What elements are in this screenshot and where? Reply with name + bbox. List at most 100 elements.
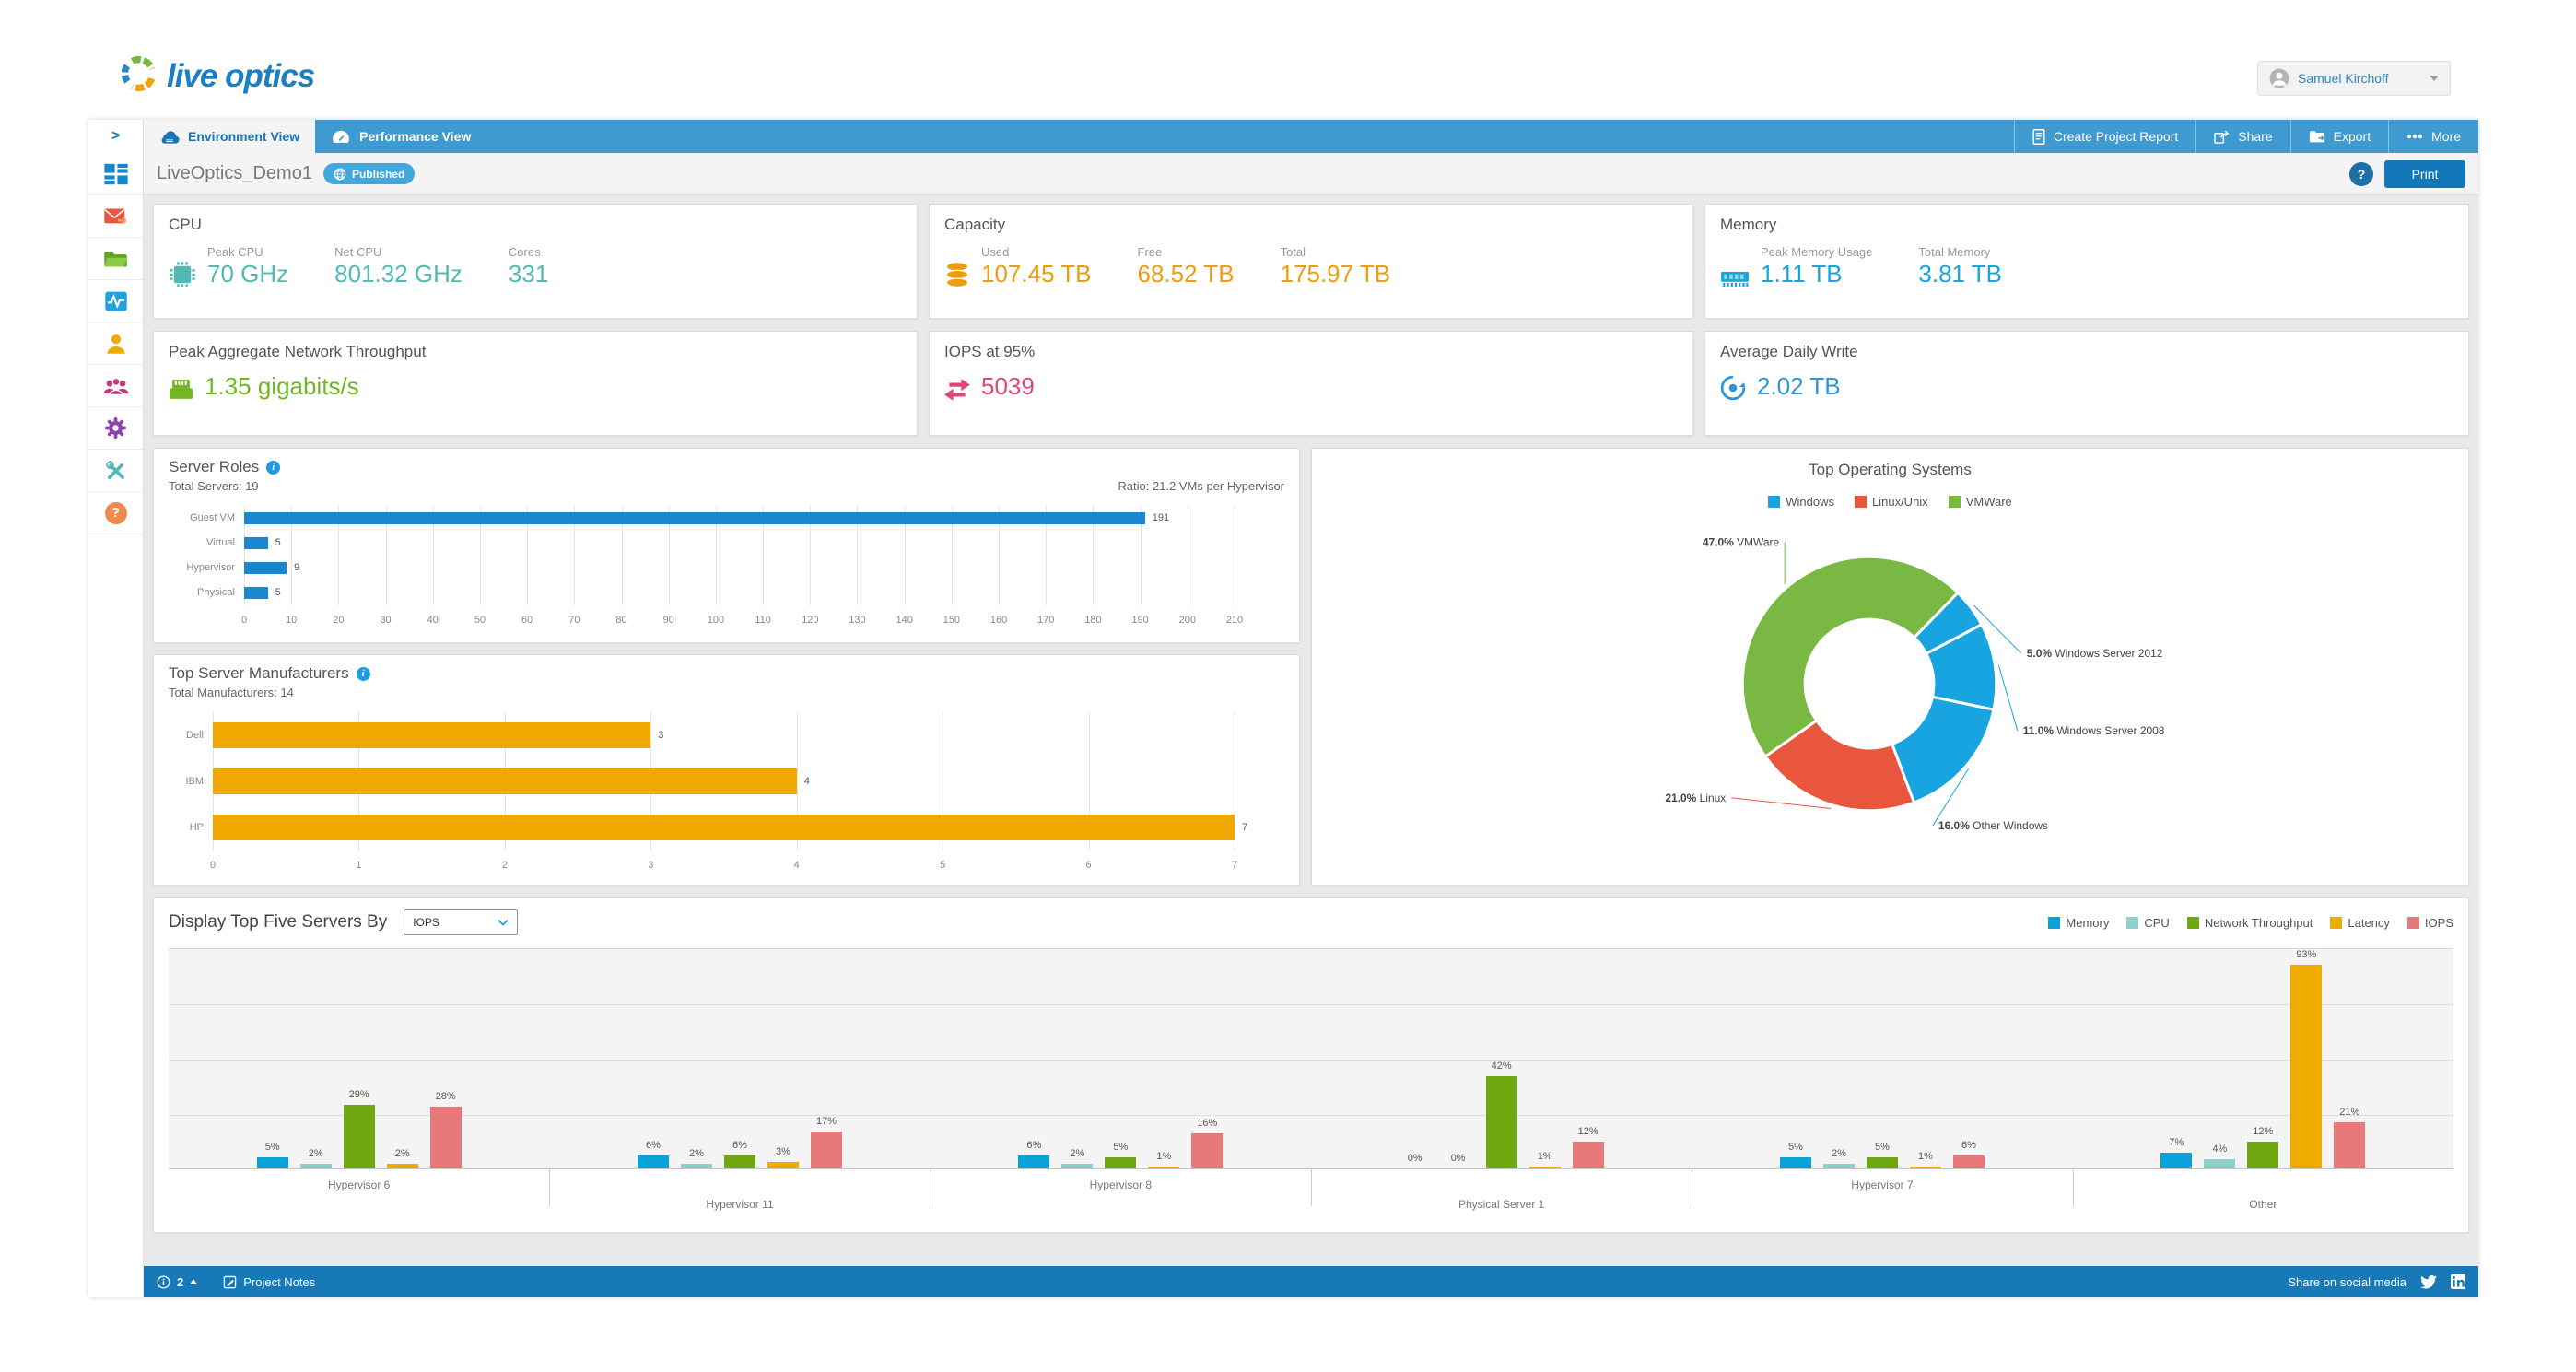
- help-button[interactable]: ?: [2349, 161, 2373, 186]
- bar: [1105, 1157, 1137, 1168]
- x-axis-tick: 60: [521, 615, 533, 626]
- gridline: [763, 506, 765, 605]
- x-axis-tick: 110: [755, 615, 771, 626]
- twitter-icon[interactable]: [2420, 1274, 2437, 1289]
- bar-category-label: Hypervisor: [186, 562, 235, 573]
- stat-value: 331: [508, 260, 549, 287]
- legend-item-network-throughput[interactable]: Network Throughput: [2186, 916, 2313, 930]
- project-notes-label: Project Notes: [243, 1274, 316, 1289]
- bar-value-label: 2%: [308, 1148, 323, 1159]
- user-menu[interactable]: Samuel Kirchoff: [2257, 61, 2451, 96]
- legend-item-memory[interactable]: Memory: [2048, 916, 2109, 930]
- top-five-sort-dropdown[interactable]: IOPS: [404, 909, 519, 935]
- category-label: Hypervisor 7: [1851, 1179, 1914, 1191]
- legend-item-iops[interactable]: IOPS: [2406, 916, 2453, 930]
- stat: 5039: [981, 372, 1035, 401]
- legend-swatch: [2406, 916, 2419, 929]
- top-five-servers-card: Display Top Five Servers By IOPS Memory CPU…: [153, 897, 2469, 1233]
- sidebar-item-settings[interactable]: [88, 407, 143, 450]
- linkedin-icon[interactable]: [2451, 1274, 2465, 1289]
- bar-value-label: 1%: [1537, 1151, 1552, 1162]
- stat-value: 2.02 TB: [1757, 372, 1841, 400]
- more-button[interactable]: More: [2388, 120, 2478, 153]
- stat-label: Net CPU: [334, 245, 382, 259]
- stat-value: 1.11 TB: [1761, 260, 1843, 287]
- sidebar-item-help[interactable]: ?: [88, 492, 143, 534]
- stat-value: 175.97 TB: [1280, 260, 1391, 287]
- info-icon[interactable]: i: [266, 460, 281, 475]
- notification-count: 2: [177, 1274, 184, 1289]
- sidebar-item-tools[interactable]: [88, 450, 143, 492]
- donut-slice-label: 16.0% Other Windows: [1938, 819, 2048, 832]
- gridline: [244, 506, 245, 605]
- export-icon: [2309, 130, 2325, 144]
- share-button[interactable]: Share: [2195, 120, 2289, 153]
- card-title: Average Daily Write: [1720, 343, 1858, 360]
- legend-item-windows[interactable]: Windows: [1768, 495, 1834, 509]
- sidebar-item-projects[interactable]: [88, 238, 143, 280]
- notifications-toggle[interactable]: 2: [157, 1274, 198, 1289]
- bar-wrapper: 7%: [2160, 949, 2193, 1168]
- bar-wrapper: 5%: [1779, 949, 1811, 1168]
- main-area: Environment View Performance View Create …: [144, 120, 2478, 1297]
- gridline: [715, 506, 717, 605]
- x-axis-tick: 1: [356, 860, 362, 871]
- legend-item-vmware[interactable]: VMWare: [1948, 495, 2012, 509]
- card-stats: 5039: [944, 372, 1678, 401]
- gridline: [796, 712, 798, 850]
- card-title: IOPS at 95%: [944, 343, 1036, 360]
- sidebar-item-mail[interactable]: [88, 195, 143, 238]
- live-optics-logo: live optics: [120, 54, 315, 98]
- tab-environment-view[interactable]: Environment View: [144, 120, 316, 153]
- stat-label: Total: [1280, 245, 1306, 259]
- sidebar-item-dashboard[interactable]: [88, 153, 143, 195]
- project-notes-button[interactable]: Project Notes: [223, 1275, 315, 1289]
- legend-item-cpu[interactable]: CPU: [2126, 916, 2170, 930]
- export-button[interactable]: Export: [2289, 120, 2388, 153]
- gridline: [169, 1004, 2453, 1005]
- bar: [244, 587, 268, 599]
- x-axis-tick: 3: [648, 860, 654, 871]
- bar-value-label: 42%: [1491, 1061, 1512, 1072]
- bar-wrapper: 6%: [637, 949, 669, 1168]
- bar-value-label: 3%: [776, 1146, 790, 1157]
- x-axis-tick: 4: [793, 860, 800, 871]
- create-project-report-button[interactable]: Create Project Report: [2013, 120, 2195, 153]
- chart-subtitle: Total Manufacturers: 14: [169, 686, 1284, 699]
- bar-wrapper: 12%: [1572, 949, 1604, 1168]
- bar: [1909, 1167, 1941, 1168]
- bar-wrapper: 29%: [343, 949, 375, 1168]
- legend-swatch: [2330, 916, 2343, 929]
- sidebar-item-team[interactable]: [88, 365, 143, 407]
- info-icon[interactable]: i: [356, 666, 370, 681]
- gridline: [1093, 506, 1095, 605]
- sidebar-item-user[interactable]: [88, 322, 143, 365]
- bar: [1191, 1133, 1224, 1168]
- x-axis-tick: 20: [333, 615, 345, 626]
- legend-item-latency[interactable]: Latency: [2330, 916, 2390, 930]
- bar: [429, 1107, 462, 1168]
- gridline: [1046, 506, 1048, 605]
- more-icon: [2406, 134, 2423, 139]
- projects-icon: [103, 249, 128, 269]
- gridline: [999, 506, 1001, 605]
- print-button[interactable]: Print: [2384, 159, 2465, 188]
- dashboard-icon: [103, 161, 129, 187]
- donut-label-leader: [1932, 768, 1970, 827]
- tab-performance-view[interactable]: Performance View: [315, 120, 486, 153]
- card-stats: 2.02 TB: [1720, 372, 2453, 401]
- gridline: [338, 506, 340, 605]
- x-axis-tick: 210: [1225, 615, 1244, 626]
- sidebar-item-health[interactable]: [88, 280, 143, 322]
- nav-action-label: Export: [2333, 129, 2371, 144]
- stat: Net CPU 801.32 GHz: [334, 245, 463, 288]
- legend-item-linux-unix[interactable]: Linux/Unix: [1854, 495, 1928, 509]
- card-title: Capacity: [944, 216, 1006, 233]
- sidebar-collapse-button[interactable]: >: [111, 128, 121, 144]
- gridline: [668, 506, 670, 605]
- category-label: Hypervisor 6: [327, 1179, 391, 1191]
- bar-plot: Guest VM 191 Virtual 5 Hypervisor 9 Physical 5: [186, 506, 1235, 605]
- legend-label: Linux/Unix: [1871, 495, 1928, 509]
- stat: 2.02 TB: [1757, 372, 1841, 401]
- donut-label-leader: [1997, 665, 2019, 732]
